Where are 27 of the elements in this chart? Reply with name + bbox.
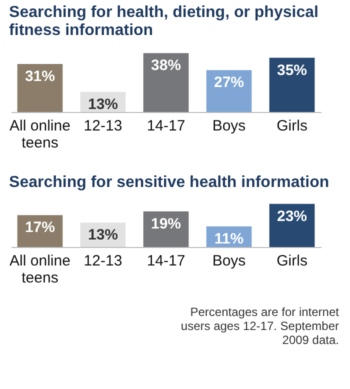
x-tick-label: 12-13 <box>84 118 122 134</box>
x-tick-label: Boys <box>212 252 246 270</box>
bar <box>17 64 63 112</box>
bar <box>143 53 189 112</box>
data-label: 19% <box>150 215 182 232</box>
data-label: 13% <box>88 96 118 113</box>
data-label: 13% <box>88 226 118 244</box>
x-tick-label: 14-17 <box>146 118 186 134</box>
x-tick-label: Girls <box>276 252 308 270</box>
text: Percentages are for internet users ages 12-17. September 2009 data. <box>180 305 339 347</box>
x-tick-label: All online teens <box>10 252 70 286</box>
x-tick-label: Boys <box>212 118 246 134</box>
data-label: 27% <box>214 74 244 92</box>
data-label: 23% <box>277 208 308 225</box>
data-label: 35% <box>277 62 308 79</box>
bar <box>269 58 315 112</box>
data-label: 17% <box>24 219 55 236</box>
data-label: 11% <box>214 230 244 248</box>
x-tick-label: 12-13 <box>84 252 122 270</box>
chart-title: Searching for sensitive health information <box>9 174 330 191</box>
chart-title: Searching for health, dieting, or physical fitness information <box>9 4 318 39</box>
data-label: 38% <box>150 57 182 74</box>
bar <box>206 70 252 112</box>
x-tick-label: Girls <box>276 118 308 134</box>
x-tick-label: All online teens <box>10 118 70 152</box>
x-tick-label: 14-17 <box>146 252 186 270</box>
data-label: 31% <box>24 68 55 85</box>
